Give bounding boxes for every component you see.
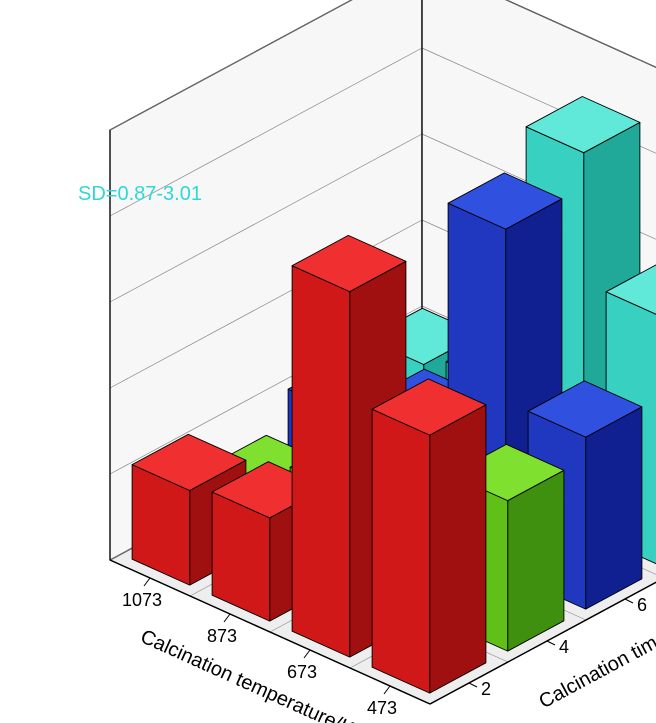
sd-annotation: SD=0.87-3.01: [78, 183, 202, 205]
bar: [372, 379, 486, 693]
x-tick: 1073: [122, 590, 162, 610]
y-tick: 2: [481, 679, 491, 699]
x-tick: 673: [287, 662, 317, 682]
bar3d-chart: 02040608010024681073873673473Calcination…: [0, 0, 656, 723]
y-tick: 4: [559, 637, 569, 657]
x-tick: 873: [207, 626, 237, 646]
y-tick: 6: [637, 595, 647, 615]
x-tick: 473: [367, 698, 397, 718]
